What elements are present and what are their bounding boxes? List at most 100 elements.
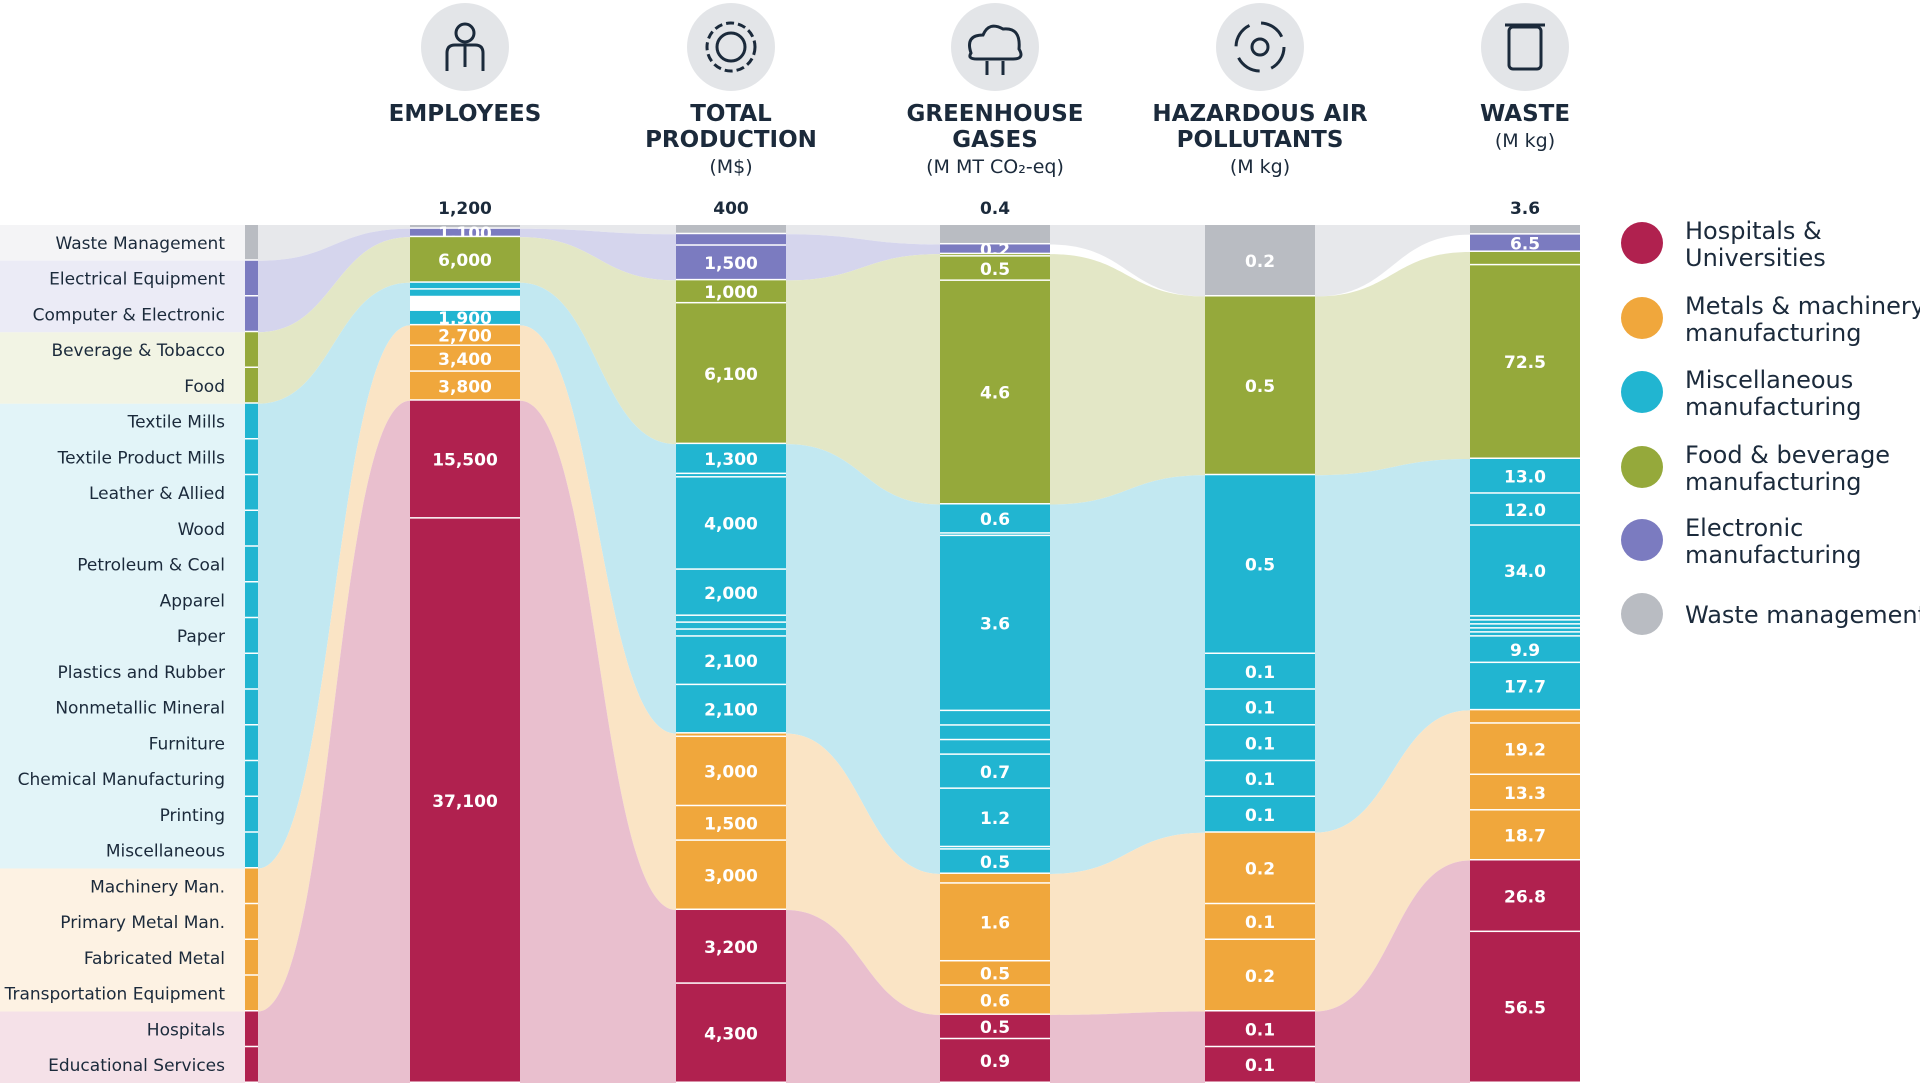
- production-segment: [676, 840, 786, 909]
- flow-band-waste-4: [1315, 225, 1470, 297]
- production-value-label: 1,000: [704, 283, 758, 303]
- flow-band-food-2: [786, 254, 940, 505]
- production-segment: [676, 569, 786, 615]
- employees-value-label: 15,500: [432, 451, 498, 471]
- ghg-value-label: 0.5: [980, 965, 1010, 985]
- row-swatch-textile-mills: [245, 403, 258, 438]
- ghg-value-label: 0.9: [980, 1052, 1010, 1072]
- hap-segment: [1205, 797, 1315, 832]
- production-value-label: 3,200: [704, 938, 758, 958]
- employees-value-label: 6,000: [438, 251, 492, 271]
- person-icon: [445, 22, 485, 71]
- row-band-electronic: [0, 260, 245, 333]
- ghg-segment: [940, 847, 1050, 849]
- production-value-label: 1,500: [704, 254, 758, 274]
- ghg-segment: [940, 504, 1050, 533]
- waste-segment: [1470, 710, 1580, 723]
- flow-band-food-3: [1050, 254, 1205, 505]
- hap-value-label: 0.1: [1245, 1020, 1275, 1040]
- ghg-value-label: 0.5: [980, 260, 1010, 280]
- person-body: [445, 43, 485, 71]
- legend-swatch-waste: [1621, 593, 1663, 635]
- production-segment: [676, 245, 786, 279]
- row-swatch-paper: [245, 618, 258, 653]
- ghg-segment: [940, 256, 1050, 280]
- waste-segment: [1470, 632, 1580, 636]
- row-label-textile-mills: Textile Mills: [127, 413, 226, 433]
- ghg-value-label: 0.2: [980, 240, 1010, 260]
- waste-segment: [1470, 525, 1580, 616]
- row-swatch-chemical-manufacturing: [245, 761, 258, 796]
- ghg-value-label: 0.7: [980, 763, 1010, 783]
- legend-swatch-misc: [1621, 371, 1663, 413]
- legend-label-food: manufacturing: [1685, 468, 1861, 496]
- hap-segment: [1205, 225, 1315, 295]
- row-label-transportation-equipment: Transportation Equipment: [4, 985, 226, 1005]
- waste-segment: [1470, 636, 1580, 662]
- row-label-machinery-man: Machinery Man.: [90, 877, 225, 897]
- production-segment: [676, 733, 786, 736]
- waste-value-label: 26.8: [1504, 887, 1546, 907]
- production-value-label: 6,100: [704, 365, 758, 385]
- row-label-textile-product-mills: Textile Product Mills: [57, 448, 225, 468]
- waste-segment: [1470, 723, 1580, 774]
- employees-segment: [410, 371, 520, 400]
- production-value-label: 2,100: [704, 652, 758, 672]
- flow-band-misc-2: [786, 444, 940, 874]
- waste-segment: [1470, 493, 1580, 525]
- waste-segment: [1470, 225, 1580, 234]
- row-label-nonmetallic-mineral: Nonmetallic Mineral: [55, 699, 225, 719]
- icon-backdrop: [687, 3, 775, 91]
- ghg-segment: [940, 1014, 1050, 1038]
- waste-value-label: 9.9: [1510, 641, 1540, 661]
- row-swatch-furniture: [245, 725, 258, 760]
- row-label-plastics-and-rubber: Plastics and Rubber: [58, 663, 226, 683]
- legend-swatch-hospitals: [1621, 222, 1663, 264]
- row-label-leather-allied: Leather & Allied: [89, 484, 225, 504]
- ghg-segment: [940, 244, 1050, 253]
- production-value-label: 1,300: [704, 450, 758, 470]
- row-label-chemical-manufacturing: Chemical Manufacturing: [18, 770, 225, 790]
- production-unit: (M$): [709, 156, 752, 178]
- production-segment: [676, 474, 786, 477]
- ghg-segment: [940, 873, 1050, 883]
- icon-backdrop: [1216, 3, 1304, 91]
- flow-band-electronic-0: [258, 228, 410, 333]
- ghg-segment: [940, 536, 1050, 710]
- hap-segment: [1205, 904, 1315, 939]
- hap-value-label: 0.2: [1245, 860, 1275, 880]
- ghg-total: 0.4: [980, 199, 1010, 219]
- production-title-line: TOTAL: [690, 101, 772, 127]
- flow-band-misc-0: [258, 282, 410, 869]
- employees-segment: [410, 310, 520, 324]
- ghg-title-line: GASES: [952, 127, 1038, 153]
- production-value-label: 1,500: [704, 815, 758, 835]
- production-segment: [676, 685, 786, 733]
- production-segment: [676, 303, 786, 443]
- waste-value-label: 56.5: [1504, 999, 1546, 1019]
- production-segment: [676, 444, 786, 473]
- row-swatch-food: [245, 368, 258, 403]
- ghg-segment: [940, 533, 1050, 535]
- production-value-label: 3,000: [704, 866, 758, 886]
- employees-value-label: 37,100: [432, 792, 498, 812]
- icon-backdrop: [951, 3, 1039, 91]
- waste-segment: [1470, 810, 1580, 859]
- hap-segment: [1205, 1047, 1315, 1082]
- production-segment: [676, 477, 786, 569]
- hap-value-label: 0.5: [1245, 556, 1275, 576]
- employees-segment: [410, 282, 520, 289]
- ghg-segment: [940, 883, 1050, 960]
- gear-hub: [715, 31, 747, 63]
- row-swatch-leather-allied: [245, 475, 258, 510]
- hazard-center: [1250, 37, 1270, 57]
- flow-band-waste-3: [1050, 225, 1205, 297]
- row-swatch-fabricated-metal: [245, 940, 258, 975]
- row-label-apparel: Apparel: [160, 591, 225, 611]
- employees-segment: [410, 225, 520, 228]
- row-label-waste-management: Waste Management: [55, 234, 225, 254]
- hap-segment: [1205, 1011, 1315, 1046]
- row-swatch-textile-product-mills: [245, 439, 258, 474]
- waste-header: WASTE (M kg) 3.6: [1480, 3, 1570, 219]
